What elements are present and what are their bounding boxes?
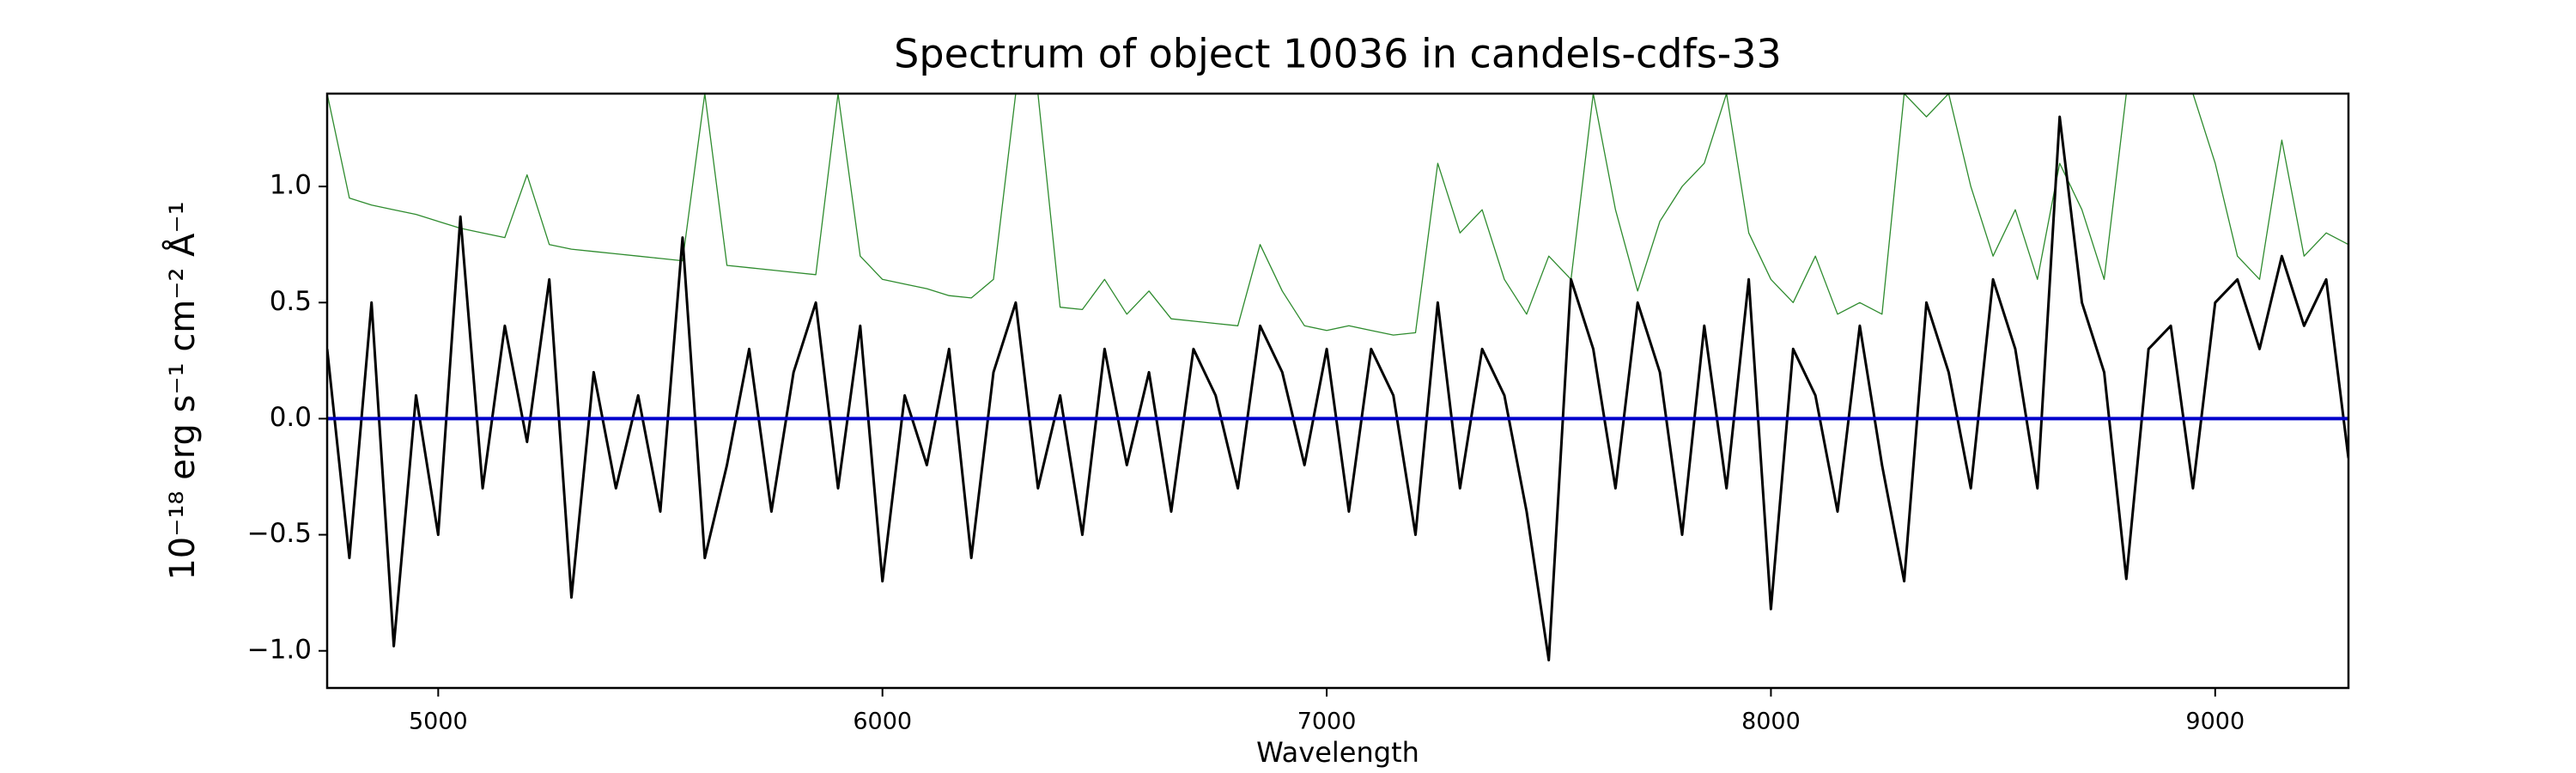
x-tick-label: 8000 [1741,709,1801,735]
plot-area [327,94,2348,662]
chart-title: Spectrum of object 10036 in candels-cdfs… [894,31,1782,77]
y-tick-label: −1.0 [247,634,312,665]
y-tick-label: 0.5 [270,286,312,317]
y-tick-label: 1.0 [270,170,312,201]
spectrum-line [327,115,2348,662]
plot-frame [325,92,2350,690]
y-tick-label: 0.0 [270,402,312,433]
y-axis-label: 10⁻¹⁸ erg s⁻¹ cm⁻² Å⁻¹ [161,201,203,580]
spectrum-line [327,94,2348,336]
y-tick-label: −0.5 [247,518,312,549]
x-tick-label: 5000 [409,709,468,735]
x-axis-label: Wavelength [1256,736,1419,769]
x-tick-label: 6000 [853,709,912,735]
x-tick-label: 9000 [2185,709,2245,735]
x-tick-label: 7000 [1297,709,1357,735]
